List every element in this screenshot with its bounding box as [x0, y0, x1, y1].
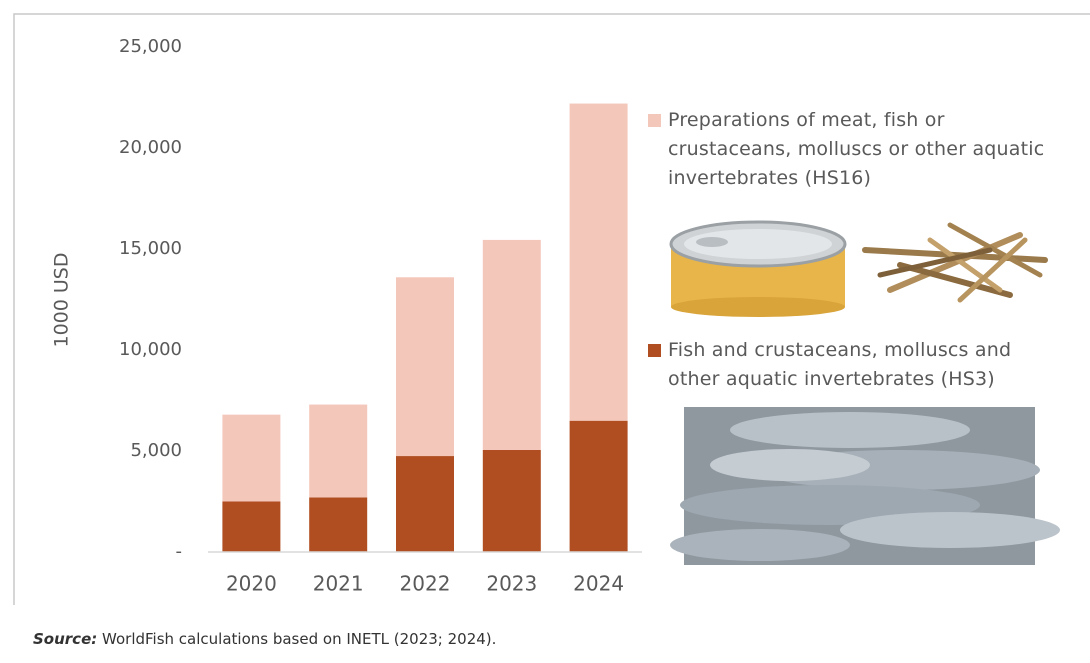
y-tick-label: 10,000 [119, 339, 182, 360]
bar-segment [569, 103, 628, 421]
bar-segment [396, 277, 454, 457]
legend-label: Preparations of meat, fish or crustacean… [668, 109, 1045, 189]
bar-segment [309, 404, 368, 498]
source-label: Source: [33, 630, 98, 648]
bar-segment [569, 420, 628, 552]
dried-fish-image [862, 222, 1048, 303]
bar-segment [222, 414, 281, 502]
y-axis-title: 1000 USD [51, 253, 73, 348]
bar-segment [482, 239, 541, 450]
can-image [669, 220, 847, 317]
bar-segment [309, 497, 368, 552]
legend-swatch [648, 114, 661, 127]
x-tick-label: 2023 [486, 572, 537, 596]
x-tick-label: 2021 [313, 572, 364, 596]
x-tick-label: 2022 [400, 572, 451, 596]
bar-segment [482, 449, 541, 552]
y-tick-label: - [176, 541, 183, 562]
legend-label: Fish and crustaceans, molluscs and other… [668, 339, 1012, 390]
source-text: WorldFish calculations based on INETL (2… [102, 630, 497, 648]
y-tick-label: 20,000 [119, 137, 182, 158]
x-tick-label: 2020 [226, 572, 277, 596]
y-tick-label: 25,000 [119, 36, 182, 57]
y-tick-label: 5,000 [130, 440, 182, 461]
bar-segment [396, 456, 454, 552]
fish-image [670, 407, 1060, 565]
x-tick-label: 2024 [573, 572, 624, 596]
legend-swatch [648, 344, 661, 357]
frame [13, 13, 1090, 605]
y-tick-label: 15,000 [119, 238, 182, 259]
source-note: Source: WorldFish calculations based on … [33, 630, 496, 648]
bar-segment [222, 501, 281, 552]
